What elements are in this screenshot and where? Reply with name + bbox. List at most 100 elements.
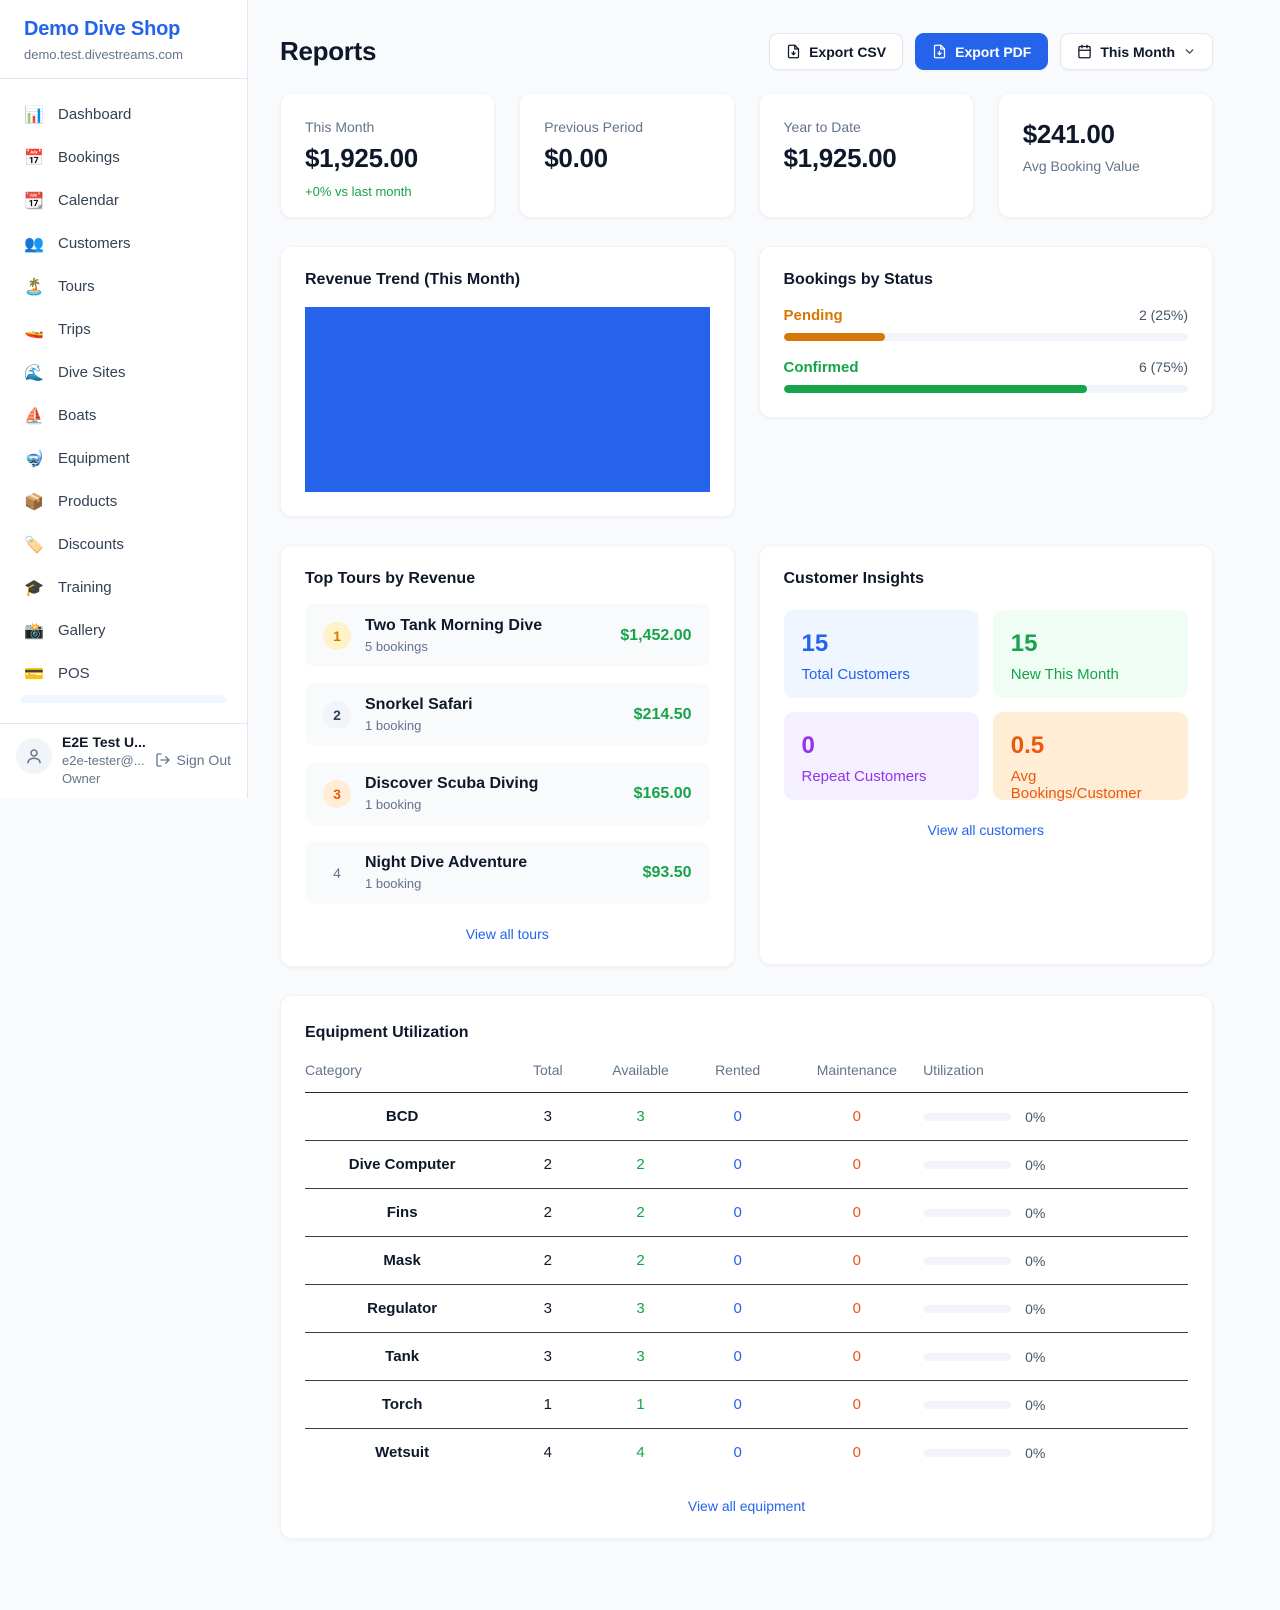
- stat-card-year-to-date: Year to Date $1,925.00: [758, 93, 974, 218]
- user-panel: E2E Test U... e2e-tester@... Owner Sign …: [0, 723, 247, 798]
- equip-total: 2: [499, 1236, 597, 1285]
- sidebar-item-label: Bookings: [58, 149, 120, 166]
- sidebar-item-discounts[interactable]: 🏷️ Discounts: [12, 523, 235, 566]
- equip-total: 2: [499, 1140, 597, 1189]
- calendar-icon: 📅: [24, 149, 44, 167]
- sidebar-item-tours[interactable]: 🏝️ Tours: [12, 265, 235, 308]
- utilization-percent: 0%: [1025, 1156, 1046, 1173]
- sidebar-item-label: Boats: [58, 407, 97, 424]
- sidebar-item-gallery[interactable]: 📸 Gallery: [12, 609, 235, 652]
- sidebar-item-label: Calendar: [58, 192, 119, 209]
- sidebar-item-customers[interactable]: 👥 Customers: [12, 222, 235, 265]
- equip-available: 2: [596, 1236, 685, 1285]
- graduation-cap-icon: 🎓: [24, 579, 44, 597]
- user-name: E2E Test U...: [62, 734, 146, 750]
- sidebar-item-calendar[interactable]: 📆 Calendar: [12, 179, 235, 222]
- equip-category: Torch: [305, 1380, 500, 1429]
- tile-value: 15: [801, 630, 829, 657]
- view-all-customers-link[interactable]: View all customers: [927, 822, 1044, 838]
- shop-domain: demo.test.divestreams.com: [24, 47, 183, 62]
- period-label: This Month: [1100, 43, 1175, 60]
- rank-badge: 3: [323, 779, 351, 808]
- tile-label: Total Customers: [801, 666, 910, 683]
- stat-card-this-month: This Month $1,925.00 +0% vs last month: [280, 93, 496, 218]
- bookings-by-status-panel: Bookings by Status Pending 2 (25%) Confi…: [758, 246, 1213, 418]
- column-header-available: Available: [596, 1062, 685, 1093]
- equip-available: 1: [596, 1380, 685, 1429]
- utilization-percent: 0%: [1025, 1300, 1046, 1317]
- equip-rented: 0: [684, 1332, 791, 1381]
- status-row-confirmed: Confirmed 6 (75%): [783, 359, 1188, 393]
- period-dropdown[interactable]: This Month: [1060, 33, 1213, 70]
- table-row: BCD 3 3 0 0 0%: [305, 1092, 1188, 1141]
- stat-card-previous-period: Previous Period $0.00: [519, 93, 735, 218]
- top-tours-panel: Top Tours by Revenue 1 Two Tank Morning …: [280, 545, 735, 967]
- tour-name: Two Tank Morning Dive: [365, 617, 543, 634]
- stat-value: $0.00: [544, 143, 608, 173]
- customer-insights-panel: Customer Insights 15 Total Customers 15 …: [758, 545, 1213, 965]
- sidebar-item-pos[interactable]: 💳 POS: [12, 652, 235, 695]
- utilization-bar: [923, 1400, 1012, 1409]
- sidebar-item-reports-highlight[interactable]: [20, 695, 227, 703]
- sidebar-item-label: Equipment: [58, 450, 130, 467]
- equip-maintenance: 0: [790, 1284, 924, 1333]
- view-all-equipment-link[interactable]: View all equipment: [687, 1498, 806, 1514]
- equip-available: 3: [596, 1284, 685, 1333]
- tour-bookings: 1 booking: [365, 876, 422, 891]
- equip-available: 2: [596, 1188, 685, 1237]
- tile-avg-bookings-customer: 0.5 Avg Bookings/Customer: [992, 712, 1188, 802]
- water-wave-icon: 🌊: [24, 364, 44, 382]
- equip-maintenance: 0: [790, 1332, 924, 1381]
- page-title: Reports: [280, 36, 377, 66]
- sidebar-item-boats[interactable]: ⛵ Boats: [12, 394, 235, 437]
- tour-row: 3 Discover Scuba Diving 1 booking $165.0…: [305, 762, 710, 825]
- export-pdf-button[interactable]: Export PDF: [915, 33, 1049, 70]
- view-all-tours-link[interactable]: View all tours: [465, 926, 549, 942]
- sidebar-item-equipment[interactable]: 🤿 Equipment: [12, 437, 235, 480]
- sign-out-button[interactable]: Sign Out: [155, 752, 231, 768]
- equip-category: Regulator: [305, 1284, 500, 1333]
- sidebar-item-dashboard[interactable]: 📊 Dashboard: [12, 93, 235, 136]
- rank-badge: 4: [333, 864, 341, 881]
- utilization-percent: 0%: [1025, 1396, 1046, 1413]
- stat-value: $1,925.00: [305, 143, 418, 173]
- user-meta: E2E Test U... e2e-tester@... Owner: [62, 734, 146, 786]
- table-row: Wetsuit 4 4 0 0 0%: [305, 1429, 1188, 1477]
- stat-value: $1,925.00: [783, 143, 897, 173]
- utilization-bar: [923, 1256, 1012, 1265]
- insight-tiles: 15 Total Customers 15 New This Month 0 R…: [783, 610, 1188, 802]
- tile-value: 0.5: [1010, 732, 1045, 759]
- camera-flash-icon: 📸: [24, 622, 44, 640]
- sidebar-item-trips[interactable]: 🚤 Trips: [12, 308, 235, 351]
- tile-label: Repeat Customers: [801, 768, 927, 785]
- sidebar-item-label: Training: [58, 579, 112, 596]
- header-actions: Export CSV Export PDF This Month: [769, 33, 1213, 70]
- tile-new-this-month: 15 New This Month: [992, 610, 1188, 698]
- equip-total: 3: [499, 1332, 597, 1381]
- equip-rented: 0: [684, 1092, 791, 1141]
- tour-name: Night Dive Adventure: [365, 854, 528, 871]
- table-row: Torch 1 1 0 0 0%: [305, 1380, 1188, 1429]
- equip-total: 1: [499, 1380, 597, 1429]
- revenue-trend-chart: [305, 307, 710, 492]
- status-row-pending: Pending 2 (25%): [783, 307, 1188, 341]
- people-icon: 👥: [24, 235, 44, 253]
- sidebar-item-products[interactable]: 📦 Products: [12, 480, 235, 523]
- sidebar-item-dive-sites[interactable]: 🌊 Dive Sites: [12, 351, 235, 394]
- speedboat-icon: 🚤: [24, 321, 44, 339]
- equip-category: Mask: [305, 1236, 500, 1285]
- tour-row: 2 Snorkel Safari 1 booking $214.50: [305, 683, 710, 746]
- calendar-icon: [1078, 44, 1092, 59]
- equip-rented: 0: [733, 1444, 742, 1461]
- sidebar: Demo Dive Shop demo.test.divestreams.com…: [0, 0, 248, 798]
- status-label: Confirmed: [783, 359, 859, 376]
- export-csv-button[interactable]: Export CSV: [769, 33, 904, 70]
- utilization-bar: [923, 1160, 1012, 1169]
- utilization-bar: [923, 1304, 1012, 1313]
- sidebar-item-training[interactable]: 🎓 Training: [12, 566, 235, 609]
- equip-category: Fins: [305, 1188, 500, 1237]
- export-pdf-label: Export PDF: [955, 43, 1032, 60]
- sidebar-item-bookings[interactable]: 📅 Bookings: [12, 136, 235, 179]
- equip-total: 2: [499, 1188, 597, 1237]
